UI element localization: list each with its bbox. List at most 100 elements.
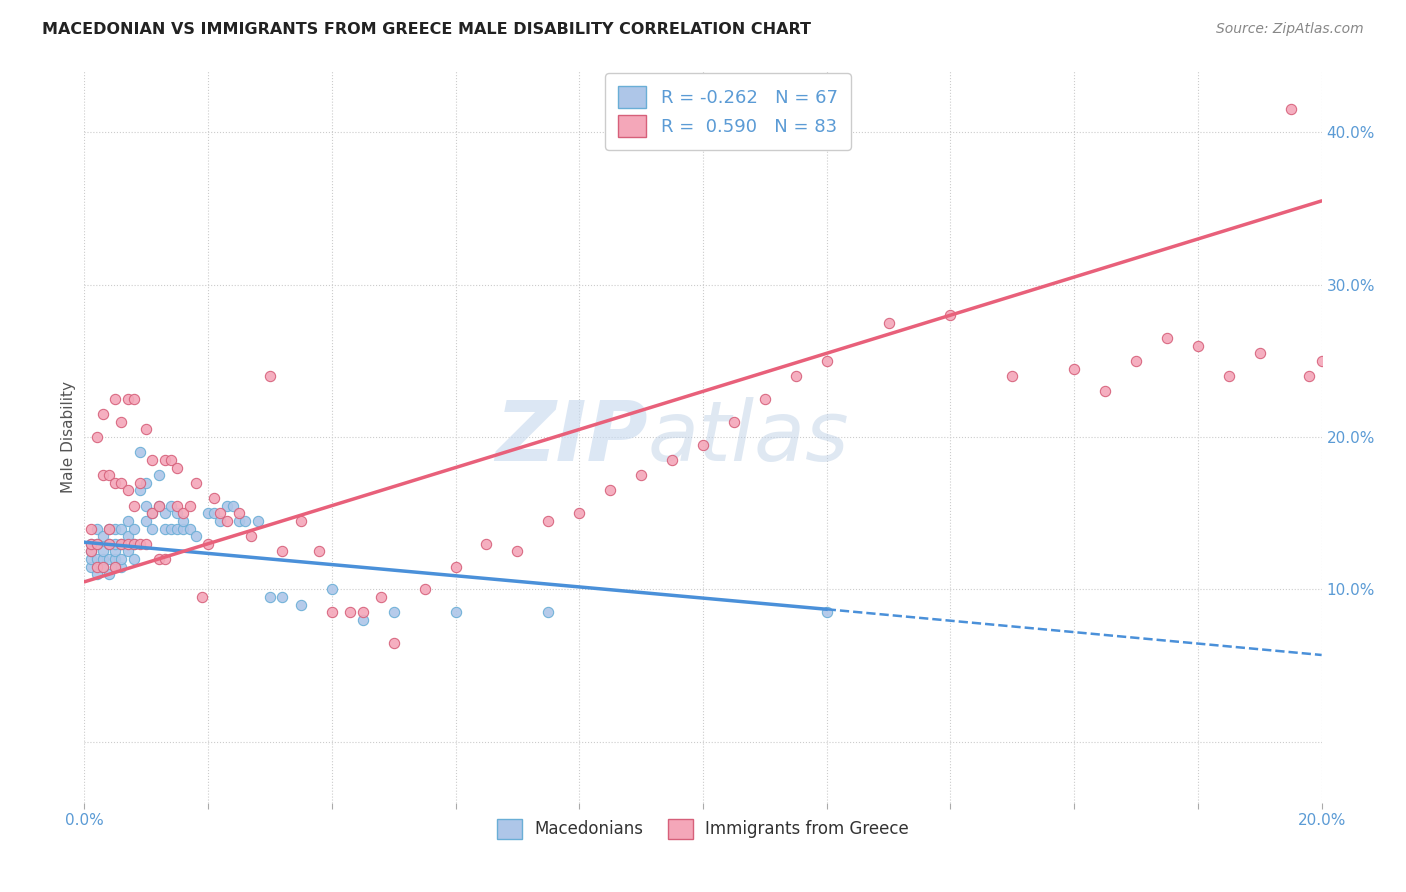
Point: [98, 521, 121, 535]
Point: [104, 392, 127, 406]
Point: [259, 369, 281, 384]
Point: [172, 521, 194, 535]
Point: [86, 559, 108, 574]
Point: [215, 499, 238, 513]
Point: [91, 552, 114, 566]
Point: [104, 559, 127, 574]
Point: [877, 316, 900, 330]
Point: [98, 552, 121, 566]
Point: [110, 537, 132, 551]
Point: [179, 521, 201, 535]
Point: [91, 559, 114, 574]
Point: [179, 499, 201, 513]
Point: [148, 468, 170, 483]
Point: [1094, 384, 1116, 399]
Point: [271, 544, 294, 558]
Point: [86, 521, 108, 535]
Point: [79, 521, 101, 535]
Text: ZIP: ZIP: [495, 397, 647, 477]
Point: [246, 514, 269, 528]
Point: [135, 499, 157, 513]
Point: [135, 537, 157, 551]
Point: [568, 506, 591, 520]
Point: [117, 544, 139, 558]
Point: [1063, 361, 1085, 376]
Point: [630, 468, 652, 483]
Point: [86, 537, 108, 551]
Point: [321, 605, 343, 619]
Point: [413, 582, 436, 597]
Point: [506, 544, 529, 558]
Point: [160, 499, 183, 513]
Point: [91, 468, 114, 483]
Point: [197, 537, 219, 551]
Point: [191, 590, 214, 604]
Text: atlas: atlas: [647, 397, 849, 477]
Point: [135, 514, 157, 528]
Point: [110, 537, 132, 551]
Point: [444, 559, 467, 574]
Point: [537, 605, 560, 619]
Point: [352, 613, 374, 627]
Point: [135, 422, 157, 436]
Point: [233, 514, 256, 528]
Point: [160, 521, 183, 535]
Point: [104, 475, 127, 490]
Point: [166, 521, 188, 535]
Point: [240, 529, 263, 543]
Point: [98, 537, 121, 551]
Point: [184, 529, 207, 543]
Point: [209, 514, 232, 528]
Point: [148, 499, 170, 513]
Point: [209, 506, 232, 520]
Y-axis label: Male Disability: Male Disability: [60, 381, 76, 493]
Point: [117, 537, 139, 551]
Point: [91, 544, 114, 558]
Point: [129, 483, 152, 498]
Point: [79, 559, 101, 574]
Point: [308, 544, 330, 558]
Point: [259, 590, 281, 604]
Point: [1249, 346, 1271, 360]
Point: [202, 506, 225, 520]
Point: [141, 521, 163, 535]
Point: [815, 605, 838, 619]
Point: [79, 544, 101, 558]
Point: [148, 552, 170, 566]
Point: [339, 605, 361, 619]
Point: [939, 308, 962, 322]
Point: [754, 392, 776, 406]
Text: MACEDONIAN VS IMMIGRANTS FROM GREECE MALE DISABILITY CORRELATION CHART: MACEDONIAN VS IMMIGRANTS FROM GREECE MAL…: [42, 22, 811, 37]
Point: [141, 506, 163, 520]
Point: [122, 552, 145, 566]
Point: [141, 453, 163, 467]
Point: [135, 475, 157, 490]
Point: [117, 483, 139, 498]
Point: [166, 499, 188, 513]
Point: [215, 514, 238, 528]
Point: [79, 537, 101, 551]
Point: [1001, 369, 1024, 384]
Point: [110, 415, 132, 429]
Point: [79, 537, 101, 551]
Legend: Macedonians, Immigrants from Greece: Macedonians, Immigrants from Greece: [491, 812, 915, 846]
Point: [117, 529, 139, 543]
Point: [104, 559, 127, 574]
Point: [129, 475, 152, 490]
Point: [222, 499, 245, 513]
Point: [122, 499, 145, 513]
Point: [290, 514, 312, 528]
Point: [228, 514, 250, 528]
Point: [197, 506, 219, 520]
Point: [79, 544, 101, 558]
Point: [153, 506, 176, 520]
Point: [692, 438, 714, 452]
Point: [370, 590, 392, 604]
Point: [104, 537, 127, 551]
Point: [1187, 338, 1209, 352]
Text: Source: ZipAtlas.com: Source: ZipAtlas.com: [1216, 22, 1364, 37]
Point: [122, 537, 145, 551]
Point: [79, 552, 101, 566]
Point: [86, 567, 108, 582]
Point: [1218, 369, 1240, 384]
